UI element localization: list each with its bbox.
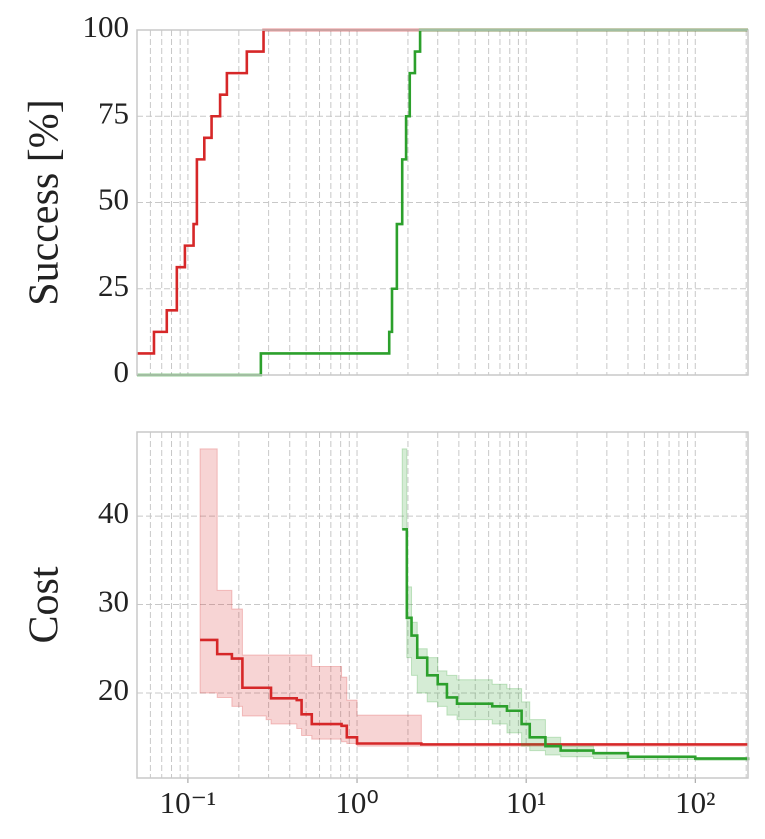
y-axis-label: Cost [22, 566, 68, 643]
y-tick-label: 20 [98, 672, 129, 707]
y-tick-label: 75 [98, 95, 129, 130]
line [200, 638, 748, 746]
y-tick-label: 40 [98, 495, 129, 530]
x-tick-label: 10¹ [506, 785, 546, 820]
y-tick-label: 100 [83, 9, 130, 44]
x-tick-label: 10⁻¹ [160, 785, 217, 820]
y-tick-label: 25 [98, 268, 129, 303]
plot-frame [136, 29, 749, 376]
y-tick-label: 0 [114, 354, 130, 389]
confidence-band [199, 448, 749, 747]
x-tick-label: 10² [675, 785, 715, 820]
plot-frame [136, 431, 749, 779]
line [402, 528, 750, 761]
x-tick-label: 10⁰ [335, 785, 378, 820]
y-tick-label: 30 [98, 584, 129, 619]
y-axis-label: Success [%] [22, 99, 68, 305]
line [137, 28, 748, 355]
y-tick-label: 50 [98, 182, 129, 217]
line [137, 28, 748, 377]
